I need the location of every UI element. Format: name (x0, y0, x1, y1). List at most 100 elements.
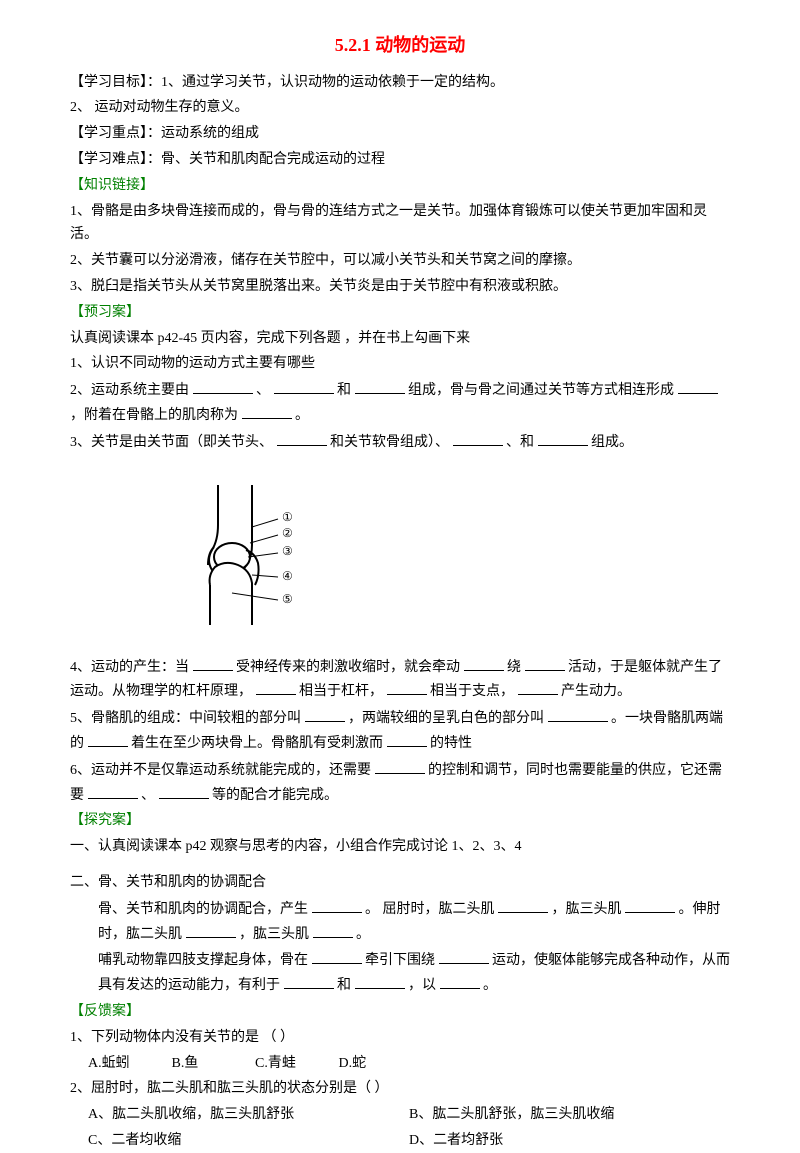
preview-heading: 【预习案】 (70, 301, 730, 325)
preview-q4: 4、运动的产生：当 受神经传来的刺激收缩时，就会牵动 绕 活动，于是躯体就产生了… (70, 655, 730, 705)
knowledge-heading: 【知识链接】 (70, 174, 730, 198)
blank (242, 403, 292, 419)
blank (193, 655, 233, 671)
p5-text-a: 5、骨骼肌的组成：中间较粗的部分叫 (70, 711, 301, 726)
e2l1-a: 骨、关节和肌肉的协调配合，产生 (98, 902, 308, 917)
blank (375, 758, 425, 774)
blank (256, 679, 296, 695)
blank (625, 897, 675, 913)
diagram-label-3: ③ (282, 544, 293, 558)
e2l1-c: ，肱三头肌 (552, 902, 622, 917)
option-a: A.蚯蚓 (88, 1052, 168, 1076)
feedback-q2: 2、屈肘时，肱二头肌和肱三头肌的状态分别是（ ） (70, 1077, 730, 1101)
preview-q3: 3、关节是由关节面（即关节头、 和关节软骨组成）、 、和 组成。 (70, 430, 730, 455)
blank (88, 783, 138, 799)
diagram-label-5: ⑤ (282, 592, 293, 606)
diagram-label-1: ① (282, 510, 293, 524)
p2-text-a: 2、运动系统主要由 (70, 383, 189, 398)
goal-text: 【学习目标】：1、通过学习关节，认识动物的运动依赖于一定的结构。 (70, 75, 504, 90)
blank (440, 973, 480, 989)
blank (355, 378, 405, 394)
blank (548, 706, 608, 722)
option-a: A、肱二头肌收缩，肱三头肌舒张 (88, 1103, 409, 1127)
feedback-q2-options-row1: A、肱二头肌收缩，肱三头肌舒张 B、肱二头肌舒张，肱三头肌收缩 (88, 1103, 730, 1127)
p4-text-c: 绕 (507, 660, 521, 675)
p3-text-b: 和关节软骨组成）、 (330, 435, 449, 450)
blank (274, 378, 334, 394)
explore-heading: 【探究案】 (70, 809, 730, 833)
explore-2-line1: 骨、关节和肌肉的协调配合，产生 。 屈肘时，肱二头肌 ，肱三头肌 。伸肘时，肱二… (70, 897, 730, 947)
p4-text-b: 受神经传来的刺激收缩时，就会牵动 (236, 660, 460, 675)
blank (439, 948, 489, 964)
explore-item-1: 一、认真阅读课本 p42 观察与思考的内容，小组合作完成讨论 1、2、3、4 (70, 835, 730, 859)
knowledge-item-2: 2、关节囊可以分泌滑液，储存在关节腔中，可以减小关节头和关节窝之间的摩擦。 (70, 249, 730, 273)
option-d: D.蛇 (339, 1052, 419, 1076)
blank (312, 948, 362, 964)
blank (525, 655, 565, 671)
feedback-q2-options-row2: C、二者均收缩 D、二者均舒张 (88, 1129, 730, 1153)
goal-line2: 2、 运动对动物生存的意义。 (70, 96, 730, 120)
p6-text-a: 6、运动并不是仅靠运动系统就能完成的，还需要 (70, 763, 371, 778)
p5-text-d: 着生在至少两块骨上。骨骼肌有受刺激而 (131, 736, 383, 751)
diagram-label-4: ④ (282, 569, 293, 583)
preview-q5: 5、骨骼肌的组成：中间较粗的部分叫 ，两端较细的呈乳白色的部分叫 。一块骨骼肌两… (70, 706, 730, 756)
blank (464, 655, 504, 671)
blank (284, 973, 334, 989)
p4-text-e: 相当于杠杆， (299, 684, 383, 699)
e2l2-e: ，以 (408, 978, 436, 993)
p4-text-g: 产生动力。 (561, 684, 631, 699)
p4-text-f: 相当于支点， (430, 684, 514, 699)
explore-2-line2: 哺乳动物靠四肢支撑起身体，骨在 牵引下围绕 运动，使躯体能够完成各种动作，从而具… (70, 948, 730, 998)
p6-text-d: 等的配合才能完成。 (212, 788, 338, 803)
blank (305, 706, 345, 722)
p3-text-d: 组成。 (591, 435, 633, 450)
e2l1-f: 。 (356, 927, 370, 942)
blank (186, 922, 236, 938)
page-title: 5.2.1 动物的运动 (70, 30, 730, 61)
p3-text-a: 3、关节是由关节面（即关节头、 (70, 435, 273, 450)
p2-text-b: 、 (256, 383, 270, 398)
blank (159, 783, 209, 799)
blank (355, 973, 405, 989)
p2-text-c: 和 (337, 383, 351, 398)
explore-item-2: 二、骨、关节和肌肉的协调配合 (70, 871, 730, 895)
preview-q1: 1、认识不同动物的运动方式主要有哪些 (70, 352, 730, 376)
option-b: B、肱二头肌舒张，肱三头肌收缩 (409, 1103, 730, 1127)
preview-q6: 6、运动并不是仅靠运动系统就能完成的，还需要 的控制和调节，同时也需要能量的供应… (70, 758, 730, 808)
blank (193, 378, 253, 394)
preview-q2: 2、运动系统主要由 、 和 组成，骨与骨之间通过关节等方式相连形成 ，附着在骨骼… (70, 378, 730, 428)
blank (678, 378, 718, 394)
blank (387, 679, 427, 695)
e2l1-b: 。 屈肘时，肱二头肌 (365, 902, 495, 917)
option-c: C.青蛙 (255, 1052, 335, 1076)
e2l1-e: ，肱三头肌 (239, 927, 309, 942)
p4-text-a: 4、运动的产生：当 (70, 660, 189, 675)
blank (88, 731, 128, 747)
blank (538, 430, 588, 446)
option-d: D、二者均舒张 (409, 1129, 730, 1153)
keypoint-heading: 【学习重点】：运动系统的组成 (70, 122, 730, 146)
p6-text-c: 、 (141, 788, 155, 803)
option-b: B.鱼 (172, 1052, 252, 1076)
knowledge-item-1: 1、骨骼是由多块骨连接而成的，骨与骨的连结方式之一是关节。加强体育锻炼可以使关节… (70, 200, 730, 248)
p3-text-c: 、和 (506, 435, 534, 450)
preview-intro: 认真阅读课本 p42-45 页内容，完成下列各题 ，并在书上勾画下来 (70, 327, 730, 351)
p2-text-e: ，附着在骨骼上的肌肉称为 (70, 408, 238, 423)
goal-heading: 【学习目标】：1、通过学习关节，认识动物的运动依赖于一定的结构。 (70, 71, 730, 95)
feedback-heading: 【反馈案】 (70, 1000, 730, 1024)
blank (453, 430, 503, 446)
knowledge-item-3: 3、脱臼是指关节头从关节窝里脱落出来。关节炎是由于关节腔中有积液或积脓。 (70, 275, 730, 299)
blank (387, 731, 427, 747)
e2l2-f: 。 (483, 978, 497, 993)
option-c: C、二者均收缩 (88, 1129, 409, 1153)
p5-text-b: ，两端较细的呈乳白色的部分叫 (348, 711, 544, 726)
difficulty-heading: 【学习难点】：骨、关节和肌肉配合完成运动的过程 (70, 148, 730, 172)
blank (313, 922, 353, 938)
joint-diagram: ① ② ③ ④ ⑤ (170, 485, 730, 625)
e2l2-b: 牵引下围绕 (365, 953, 435, 968)
blank (277, 430, 327, 446)
p5-text-e: 的特性 (430, 736, 472, 751)
p2-text-f: 。 (295, 408, 309, 423)
blank (498, 897, 548, 913)
diagram-label-2: ② (282, 526, 293, 540)
